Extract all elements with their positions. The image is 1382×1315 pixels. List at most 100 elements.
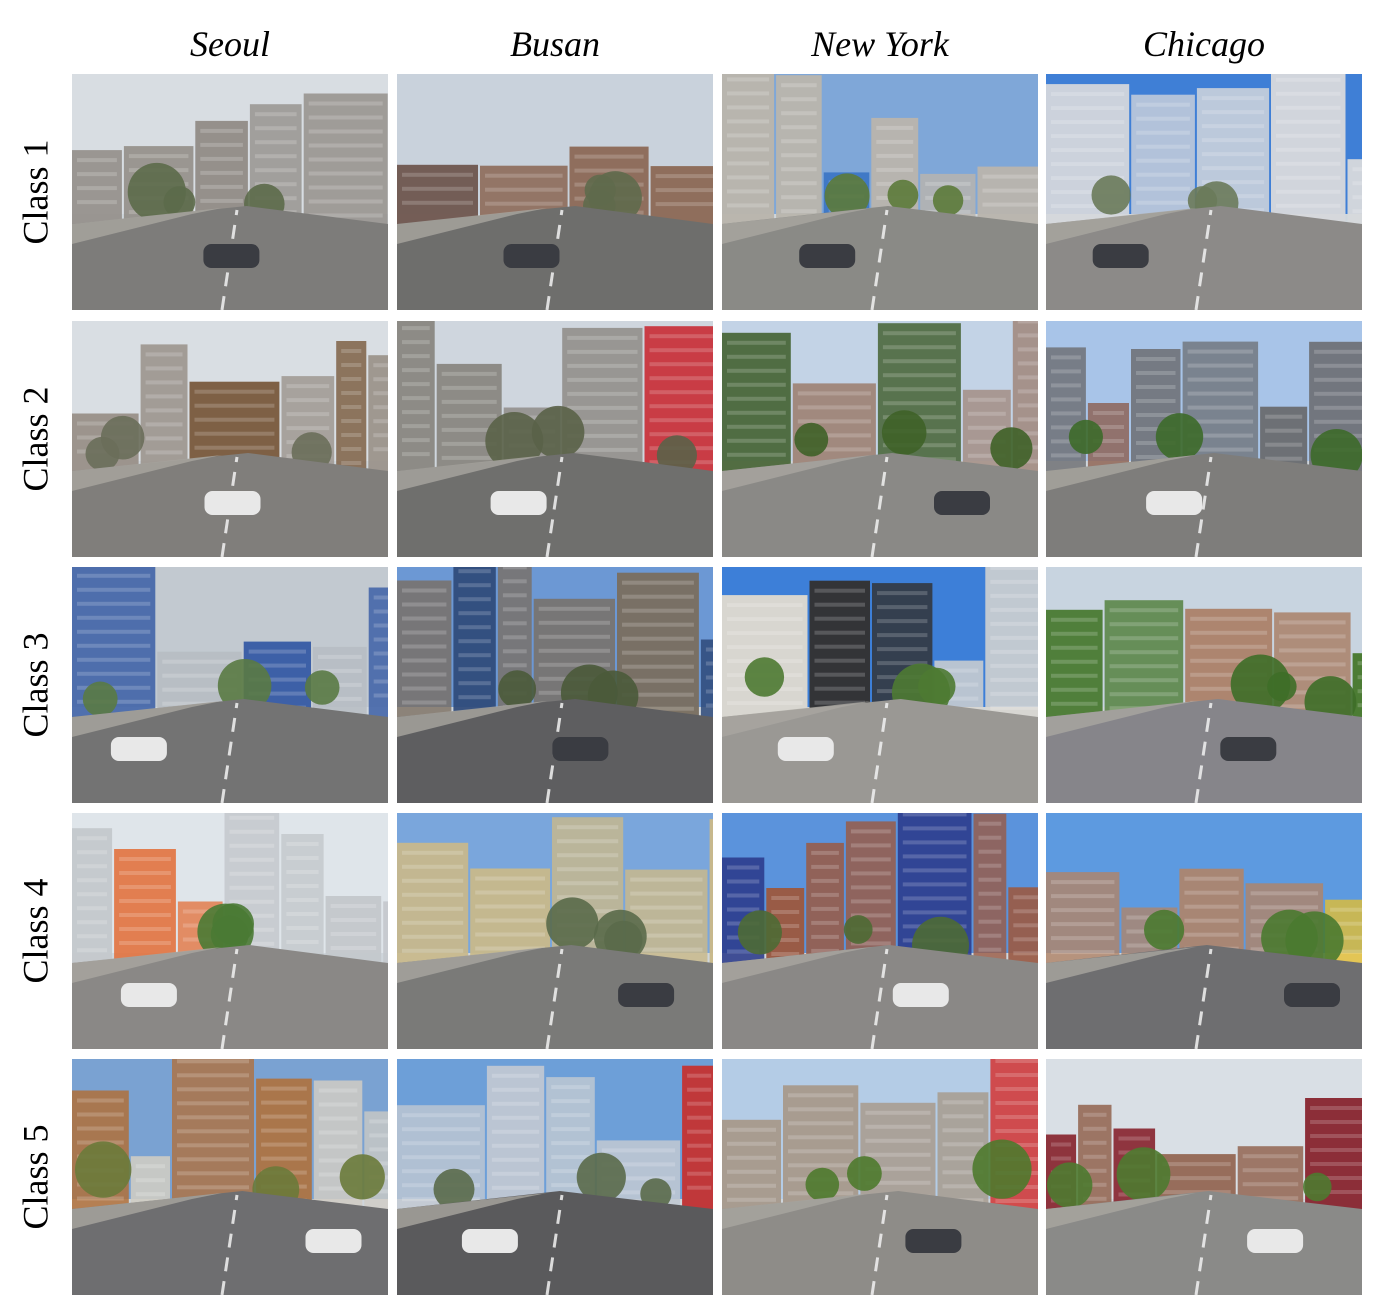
window-band [162, 673, 237, 678]
window-band [135, 1192, 165, 1197]
window-band [1136, 158, 1190, 163]
tree [824, 173, 870, 219]
window-band [1162, 1176, 1231, 1181]
window-band [630, 947, 703, 952]
window-band [369, 1133, 388, 1138]
window-band [1190, 644, 1268, 649]
tree [339, 1154, 385, 1200]
car [1284, 983, 1340, 1007]
window-band [876, 153, 914, 158]
building [336, 341, 367, 471]
window-band [1051, 134, 1125, 139]
window-band [1136, 186, 1190, 191]
car [110, 737, 167, 761]
window-band [1330, 949, 1362, 954]
window-band [601, 1176, 676, 1181]
street-photo-new-york-class-4 [722, 813, 1038, 1049]
window-band [77, 200, 117, 205]
window-band [902, 826, 967, 831]
window-band [318, 668, 362, 673]
window-band [551, 1183, 590, 1188]
window-band [441, 371, 497, 376]
window-band [341, 461, 362, 465]
window-band [649, 404, 713, 409]
window-band [727, 1197, 776, 1202]
window-band [77, 685, 151, 690]
window-band [182, 909, 218, 914]
car [1220, 737, 1277, 761]
window-band [1051, 383, 1081, 388]
street-photo-new-york-class-1 [722, 74, 1038, 310]
window-band [978, 877, 1002, 882]
window-band [727, 617, 803, 622]
window-band [850, 829, 891, 834]
window-band [788, 1135, 854, 1140]
window-band [373, 447, 388, 452]
window-band [939, 696, 979, 701]
window-band [1250, 905, 1319, 910]
window-band [402, 1127, 480, 1132]
window-band [622, 580, 694, 585]
window-band [538, 662, 610, 667]
window-band [200, 128, 243, 133]
window-band [1017, 333, 1038, 338]
window-band [649, 418, 713, 423]
window-band [781, 167, 817, 172]
sidewalk [1046, 701, 1196, 737]
window-band [865, 1152, 931, 1157]
window-band [77, 172, 117, 177]
window-band [622, 608, 694, 613]
window-band [502, 621, 527, 626]
window-band [850, 941, 891, 946]
building [368, 355, 388, 471]
street-photo-seoul-class-5 [72, 1059, 388, 1295]
window-band [1314, 391, 1362, 396]
sidewalk [722, 208, 872, 244]
window-band [1242, 1182, 1299, 1187]
window-band [491, 1157, 540, 1162]
window-band [1109, 664, 1179, 669]
building [325, 896, 382, 963]
window-band [1109, 692, 1179, 697]
window-band [1051, 922, 1115, 927]
window-band [1051, 453, 1081, 458]
window-band [1051, 162, 1125, 167]
window-band [727, 603, 803, 608]
window-band [1109, 650, 1179, 655]
lane-marking [870, 209, 889, 310]
window-band [402, 354, 430, 359]
window-band [557, 853, 619, 858]
window-band [687, 1143, 712, 1148]
window-band [811, 878, 839, 883]
window-band [1017, 321, 1038, 324]
sidewalk [1046, 208, 1196, 244]
lane-marking [545, 1194, 564, 1295]
window-band [341, 447, 362, 451]
window-band [1265, 414, 1303, 419]
window-band [797, 433, 871, 438]
window-band [1126, 943, 1173, 948]
window-band [649, 334, 713, 339]
window-band [200, 184, 243, 189]
street-photo-seoul-class-4 [72, 813, 388, 1049]
window-band [551, 1141, 590, 1146]
window-band [77, 615, 151, 620]
window-band [254, 112, 297, 117]
window-band [229, 829, 275, 834]
window-band [1017, 347, 1038, 352]
window-band [771, 896, 800, 900]
window-band [458, 639, 491, 644]
building [397, 321, 435, 471]
window-band [1276, 105, 1341, 110]
tree [546, 897, 599, 950]
window-band [727, 161, 770, 166]
sidewalk [72, 455, 222, 491]
window-band [727, 368, 786, 373]
tree [485, 412, 544, 470]
window-band [727, 865, 760, 870]
street-scene [72, 567, 388, 803]
window-band [286, 884, 319, 888]
window-band [402, 410, 430, 415]
window-band [1051, 617, 1098, 622]
tree [531, 405, 585, 459]
